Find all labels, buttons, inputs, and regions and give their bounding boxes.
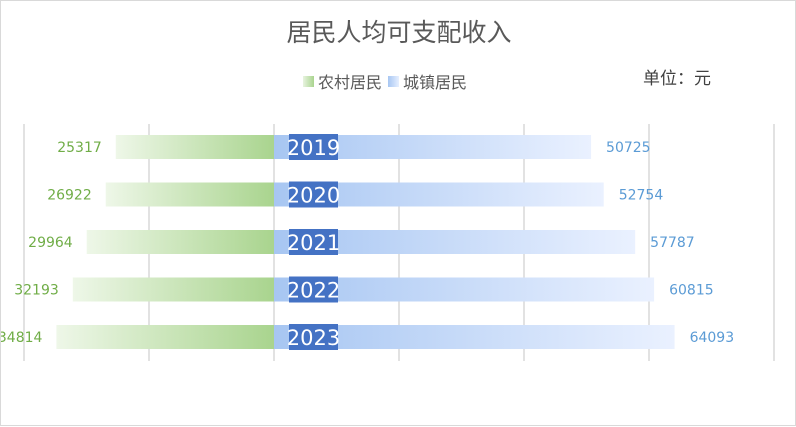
year-label: 2023 <box>287 326 340 350</box>
legend-swatch-urban <box>388 75 400 87</box>
chart-title: 居民人均可支配收入 <box>286 18 512 47</box>
rural-value-label: 29964 <box>28 235 73 251</box>
rural-bar <box>72 277 274 302</box>
urban-value-label: 52754 <box>619 188 664 204</box>
rural-value-label: 25317 <box>57 140 102 156</box>
unit-label: 单位：元 <box>643 69 711 89</box>
legend-label-urban: 城镇居民 <box>403 73 468 92</box>
urban-value-label: 50725 <box>606 140 651 156</box>
chart-legend: 农村居民 城镇居民 <box>303 69 473 93</box>
legend-swatch-rural <box>303 75 314 87</box>
year-label: 2021 <box>287 231 340 255</box>
year-label-box <box>289 276 338 303</box>
urban-value-label: 60815 <box>669 283 714 299</box>
year-label: 2019 <box>287 136 340 160</box>
year-label-box <box>289 134 338 160</box>
year-label: 2022 <box>287 279 340 303</box>
rural-value-label: 32193 <box>14 283 59 299</box>
urban-value-label: 57787 <box>650 235 695 251</box>
rural-bar <box>115 135 274 159</box>
rural-value-label: 34814 <box>1 330 42 346</box>
legend-label-rural: 农村居民 <box>318 73 383 92</box>
year-label-box <box>289 181 338 208</box>
year-label-box <box>289 324 338 350</box>
rural-value-label: 26922 <box>47 188 92 204</box>
legend-item-rural: 农村居民 <box>303 69 382 93</box>
rural-bar <box>105 182 274 207</box>
year-label: 2020 <box>287 184 340 208</box>
urban-value-label: 64093 <box>690 330 735 346</box>
urban-bar <box>274 325 675 349</box>
rural-bar <box>86 230 274 254</box>
rural-bar <box>56 325 274 349</box>
year-label-box <box>289 229 338 255</box>
legend-item-urban: 城镇居民 <box>388 69 467 93</box>
